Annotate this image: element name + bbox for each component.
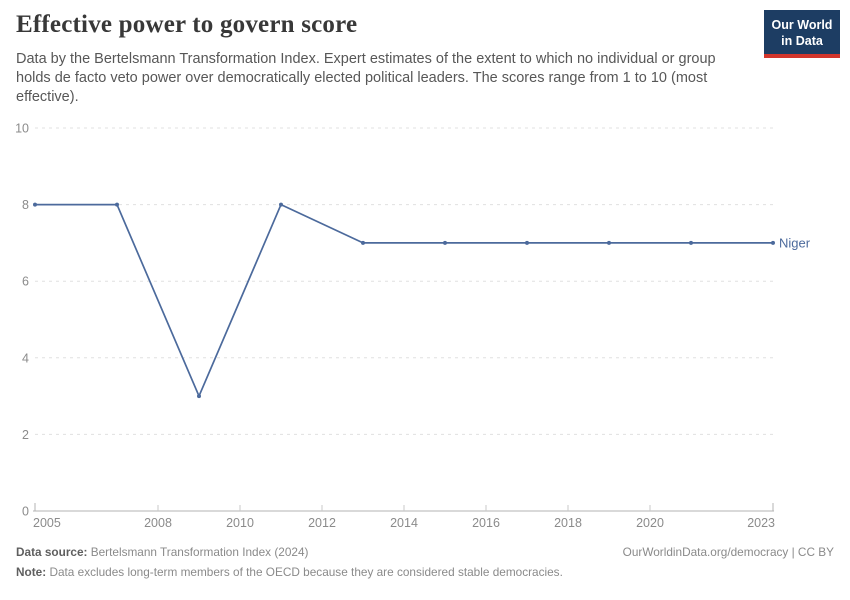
x-axis-tick-label: 2018 [554, 516, 582, 530]
x-axis-tick-label: 2014 [390, 516, 418, 530]
y-axis-tick-label: 2 [22, 428, 29, 442]
x-axis-tick-label: 2012 [308, 516, 336, 530]
data-point[interactable] [33, 202, 37, 207]
note-label: Note: [16, 565, 47, 579]
page-title: Effective power to govern score [16, 11, 358, 38]
data-point[interactable] [197, 394, 201, 399]
owid-logo-line1: Our World [771, 18, 833, 32]
data-point[interactable] [279, 202, 283, 207]
data-source-text: Bertelsmann Transformation Index (2024) [90, 545, 309, 559]
y-axis-tick-label: 8 [22, 198, 29, 212]
chart-note: Note: Data excludes long-term members of… [16, 565, 834, 579]
owid-logo-line2: in Data [781, 34, 823, 48]
data-point[interactable] [115, 202, 119, 207]
note-text: Data excludes long-term members of the O… [49, 565, 563, 579]
y-axis-tick-label: 0 [22, 505, 29, 519]
x-axis-tick-label: 2016 [472, 516, 500, 530]
license-link[interactable]: OurWorldinData.org/democracy | CC BY [622, 545, 834, 559]
data-source: Data source: Bertelsmann Transformation … [16, 545, 308, 559]
data-point[interactable] [689, 240, 693, 245]
data-point[interactable] [607, 240, 611, 245]
x-axis-tick-label: 2008 [144, 516, 172, 530]
x-axis-tick-label: 2010 [226, 516, 254, 530]
y-axis-tick-label: 10 [15, 122, 29, 136]
data-point[interactable] [361, 240, 365, 245]
chart-footer: Data source: Bertelsmann Transformation … [16, 545, 834, 579]
data-source-label: Data source: [16, 545, 88, 559]
series-label-niger[interactable]: Niger [779, 235, 811, 250]
data-point[interactable] [771, 240, 775, 245]
x-axis-tick-label: 2005 [33, 516, 61, 530]
y-axis-tick-label: 6 [22, 275, 29, 289]
data-point[interactable] [525, 240, 529, 245]
chart-subtitle: Data by the Bertelsmann Transformation I… [16, 51, 716, 106]
series-line-niger[interactable] [35, 203, 773, 397]
x-axis-tick-label: 2020 [636, 516, 664, 530]
y-axis-tick-label: 4 [22, 351, 29, 365]
data-point[interactable] [443, 240, 447, 245]
x-axis-tick-label: 2023 [747, 516, 775, 530]
owid-logo[interactable]: Our World in Data [764, 10, 840, 58]
